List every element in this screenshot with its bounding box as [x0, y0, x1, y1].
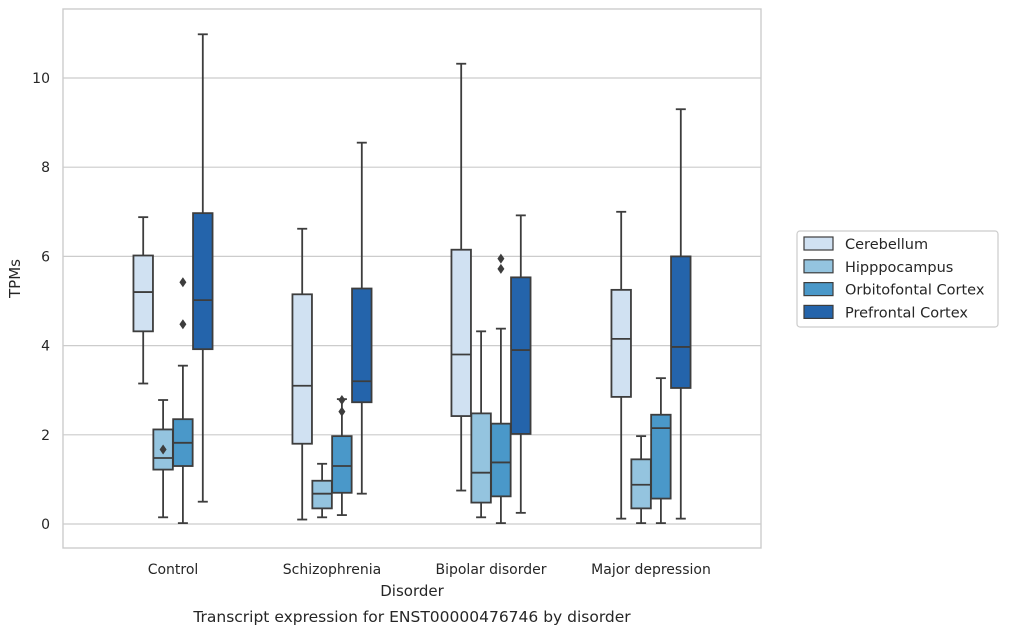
y-tick-label: 6	[41, 249, 50, 265]
outlier-point	[497, 263, 505, 274]
box-iqr	[650, 413, 672, 500]
legend-swatch	[803, 282, 834, 297]
box-iqr	[670, 255, 692, 389]
box-1-3	[630, 435, 652, 525]
y-tick-label: 4	[41, 339, 50, 355]
y-tick-label: 2	[41, 428, 50, 444]
box-iqr	[132, 254, 154, 333]
outlier-point	[338, 395, 346, 406]
box-0-1	[291, 227, 313, 521]
box-0-0	[132, 216, 154, 385]
y-tick-labels: 0 2 4 6 8 10	[32, 71, 50, 533]
outlier-point	[179, 277, 187, 288]
x-tick-label: Bipolar disorder	[435, 562, 546, 578]
outlier-point	[179, 319, 187, 330]
box-iqr	[510, 276, 532, 435]
box-iqr	[291, 293, 313, 445]
legend-swatch	[803, 259, 834, 274]
legend-item: Prefrontal Cortex	[803, 304, 968, 321]
box-iqr	[450, 248, 472, 417]
legend: Cerebellum Hipppocampus Orbitofontal Corte…	[796, 230, 999, 328]
legend-swatch	[803, 304, 834, 319]
box-2-0	[172, 277, 194, 525]
legend-label: Cerebellum	[845, 237, 928, 253]
y-axis-label: TPMs	[6, 259, 24, 299]
box-2-3	[650, 377, 672, 525]
legend-swatch	[803, 236, 834, 251]
box-3-0	[192, 33, 214, 503]
box-1-2	[470, 330, 492, 519]
box-2-2	[490, 253, 512, 525]
box-1-1	[311, 462, 333, 519]
box-3-2	[510, 214, 532, 514]
outlier-point	[497, 253, 505, 264]
y-tick-label: 8	[41, 160, 50, 176]
legend-label: Hipppocampus	[845, 260, 953, 276]
legend-item: Orbitofontal Cortex	[803, 282, 985, 299]
legend-item: Cerebellum	[803, 236, 928, 253]
box-0-3	[610, 210, 632, 520]
legend-label: Orbitofontal Cortex	[845, 283, 985, 299]
outlier-point	[159, 444, 167, 455]
x-tick-label: Control	[148, 562, 199, 578]
box-iqr	[331, 435, 353, 494]
box-1-0	[152, 399, 174, 519]
legend-item: Hipppocampus	[803, 259, 953, 276]
legend-frame	[796, 230, 999, 328]
box-iqr	[192, 212, 214, 351]
y-tick-label: 10	[32, 71, 50, 87]
box-iqr	[610, 288, 632, 398]
plot-frame	[62, 8, 762, 549]
y-tick-label: 0	[41, 517, 50, 533]
box-2-1	[331, 395, 353, 516]
outlier-point	[338, 406, 346, 417]
box-iqr	[490, 422, 512, 498]
box-3-3	[670, 108, 692, 520]
x-tick-labels: Control Schizophrenia Bipolar disorder Majo…	[148, 562, 711, 578]
chart-caption: Transcript expression for ENST0000047674…	[192, 608, 631, 626]
x-axis-label: Disorder	[380, 582, 444, 600]
box-iqr	[470, 412, 492, 504]
box-iqr	[351, 287, 373, 404]
box-0-2	[450, 62, 472, 492]
box-3-1	[351, 141, 373, 495]
box-layer	[132, 33, 692, 525]
legend-label: Prefrontal Cortex	[845, 305, 968, 321]
x-tick-label: Schizophrenia	[283, 562, 381, 578]
x-tick-label: Major depression	[591, 562, 711, 578]
